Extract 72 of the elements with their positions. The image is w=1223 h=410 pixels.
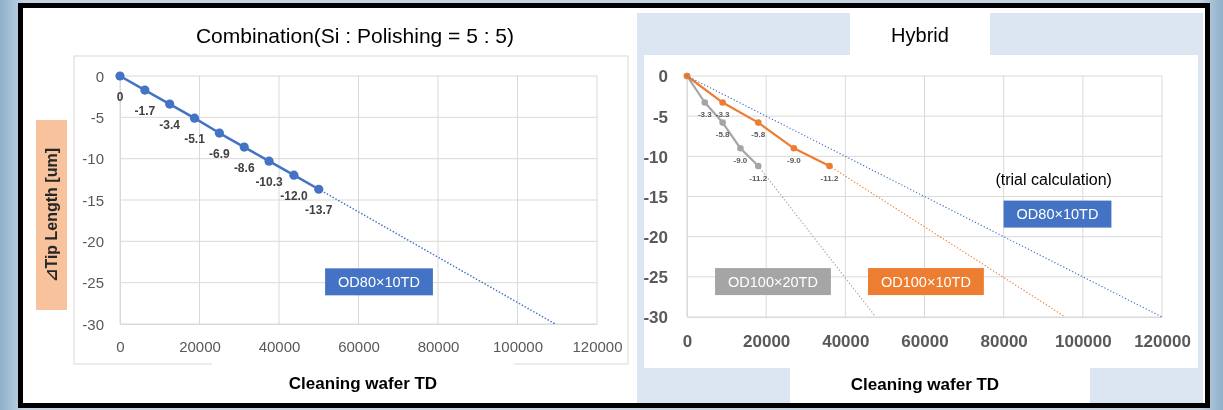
point (289, 170, 299, 180)
x-tick-label: 80000 (417, 338, 460, 356)
y-tick-label: 0 (658, 67, 668, 87)
x-tick-label: 60000 (901, 331, 949, 351)
x-tick-label: 0 (116, 338, 125, 356)
data-label: -11.2 (820, 173, 839, 183)
data-label: -9.0 (786, 156, 802, 166)
y-tick-label: 0 (95, 67, 104, 85)
y-tick-label: -15 (643, 187, 668, 207)
x-tick-label: 20000 (179, 338, 221, 356)
data-label: -12.0 (280, 189, 308, 204)
text: OD100×20TD (728, 273, 818, 290)
data-label: -13.7 (305, 203, 333, 218)
point (314, 184, 324, 194)
point (140, 85, 150, 95)
data-label: -8.6 (233, 161, 255, 176)
point (165, 99, 175, 109)
point (754, 119, 762, 126)
y-tick-label: -5 (90, 109, 104, 127)
y-tick-label: -25 (82, 274, 104, 292)
x-tick-label: 100000 (492, 338, 544, 356)
x-tick-label: 40000 (822, 331, 870, 351)
y-tick-label: -30 (82, 315, 104, 333)
point (754, 162, 762, 170)
x-tick-label: 120000 (572, 338, 623, 356)
data-label: -6.9 (209, 147, 231, 162)
data-label: 0 (116, 90, 124, 105)
y-tick-label: -30 (643, 308, 668, 328)
point (719, 119, 726, 126)
data-label: -11.2 (749, 173, 768, 183)
annotation: (trial calculation) (995, 170, 1112, 188)
text: OD80×10TD (338, 273, 420, 290)
data-label: -9.0 (733, 156, 748, 166)
y-tick-label: -10 (82, 150, 104, 168)
data-label: -3.3 (697, 110, 713, 120)
x-tick-label: 120000 (1134, 331, 1191, 351)
series-label: OD80×10TD (1016, 206, 1099, 223)
chart-title: Hybrid (891, 24, 949, 46)
y-tick-label: -15 (82, 191, 104, 209)
point (264, 156, 274, 166)
text: OD100×10TD (880, 273, 971, 290)
point (214, 128, 224, 138)
point (737, 145, 744, 152)
point (719, 99, 726, 106)
x-tick-label: 60000 (338, 338, 380, 356)
x-axis-title: Cleaning wafer TD (850, 375, 1000, 394)
point (115, 71, 125, 81)
point (189, 113, 200, 123)
x-axis-title: Cleaning wafer TD (288, 374, 438, 393)
point (239, 142, 249, 152)
y-tick-label: -20 (643, 228, 668, 248)
data-label: -5.8 (751, 130, 766, 140)
data-label: -3.3 (715, 110, 731, 120)
x-tick-label: 40000 (258, 338, 301, 356)
data-label: -10.3 (255, 175, 284, 190)
data-label: -3.4 (159, 118, 181, 133)
point (826, 162, 833, 170)
x-tick-label: 0 (682, 331, 693, 351)
y-tick-label: -20 (82, 233, 104, 251)
data-label: -5.8 (715, 130, 731, 140)
x-tick-label: 100000 (1054, 331, 1112, 351)
data-label: -5.1 (184, 132, 206, 147)
point (790, 145, 798, 152)
chart-title: Combination(Si : Polishing = 5 : 5) (195, 24, 515, 47)
point (701, 99, 709, 106)
data-label: -1.7 (134, 104, 156, 119)
x-tick-label: 20000 (743, 331, 791, 351)
y-tick-label: -10 (643, 147, 668, 167)
y-tick-label: -5 (652, 107, 668, 127)
x-tick-label: 80000 (980, 331, 1028, 351)
y-axis-title: ⊿Tip Length [um] (43, 148, 61, 282)
y-tick-label: -25 (643, 268, 668, 288)
